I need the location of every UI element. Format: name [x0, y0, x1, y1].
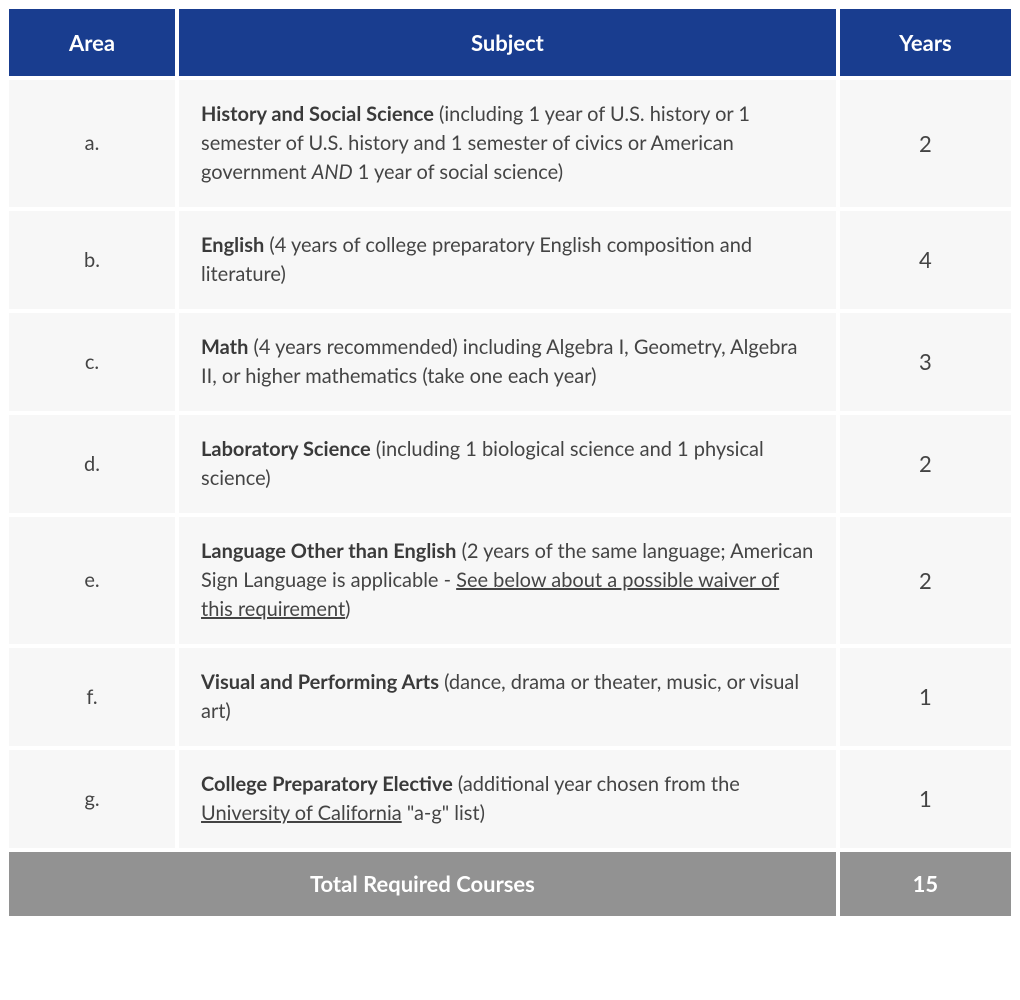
cell-area: a.	[9, 80, 175, 207]
cell-subject: Visual and Performing Arts (dance, drama…	[179, 648, 836, 746]
cell-area: f.	[9, 648, 175, 746]
subject-text: (additional year chosen from the	[453, 772, 740, 796]
cell-subject: English (4 years of college preparatory …	[179, 211, 836, 309]
subject-text: "a-g" list)	[402, 801, 485, 825]
subject-italic: AND	[312, 160, 353, 184]
cell-years: 1	[840, 648, 1011, 746]
cell-subject: Language Other than English (2 years of …	[179, 517, 836, 644]
subject-link[interactable]: University of California	[201, 801, 402, 825]
col-header-subject: Subject	[179, 9, 836, 76]
subject-name: Math	[201, 335, 248, 359]
table-header-row: Area Subject Years	[9, 9, 1011, 76]
subject-name: History and Social Science	[201, 102, 434, 126]
subject-text: )	[345, 597, 350, 621]
table-row: b.English (4 years of college preparator…	[9, 211, 1011, 309]
cell-years: 4	[840, 211, 1011, 309]
cell-years: 3	[840, 313, 1011, 411]
col-header-years: Years	[840, 9, 1011, 76]
table-row: e.Language Other than English (2 years o…	[9, 517, 1011, 644]
table-row: c.Math (4 years recommended) including A…	[9, 313, 1011, 411]
cell-years: 2	[840, 415, 1011, 513]
cell-subject: Math (4 years recommended) including Alg…	[179, 313, 836, 411]
subject-name: English	[201, 233, 264, 257]
subject-name: Visual and Performing Arts	[201, 670, 439, 694]
cell-area: e.	[9, 517, 175, 644]
requirements-table: Area Subject Years a.History and Social …	[5, 5, 1015, 920]
subject-text: (4 years recommended) including Algebra …	[201, 335, 797, 388]
cell-area: d.	[9, 415, 175, 513]
subject-text: 1 year of social science)	[353, 160, 563, 184]
cell-subject: Laboratory Science (including 1 biologic…	[179, 415, 836, 513]
subject-name: Laboratory Science	[201, 437, 371, 461]
total-value: 15	[840, 852, 1011, 916]
cell-subject: History and Social Science (including 1 …	[179, 80, 836, 207]
total-label: Total Required Courses	[9, 852, 836, 916]
subject-name: College Preparatory Elective	[201, 772, 453, 796]
cell-area: c.	[9, 313, 175, 411]
cell-area: b.	[9, 211, 175, 309]
cell-years: 1	[840, 750, 1011, 848]
table-row: f.Visual and Performing Arts (dance, dra…	[9, 648, 1011, 746]
table-row: d.Laboratory Science (including 1 biolog…	[9, 415, 1011, 513]
cell-subject: College Preparatory Elective (additional…	[179, 750, 836, 848]
table-row: g.College Preparatory Elective (addition…	[9, 750, 1011, 848]
table-total-row: Total Required Courses15	[9, 852, 1011, 916]
cell-years: 2	[840, 517, 1011, 644]
cell-area: g.	[9, 750, 175, 848]
col-header-area: Area	[9, 9, 175, 76]
cell-years: 2	[840, 80, 1011, 207]
subject-name: Language Other than English	[201, 539, 456, 563]
subject-text: (4 years of college preparatory English …	[201, 233, 752, 286]
table-row: a.History and Social Science (including …	[9, 80, 1011, 207]
